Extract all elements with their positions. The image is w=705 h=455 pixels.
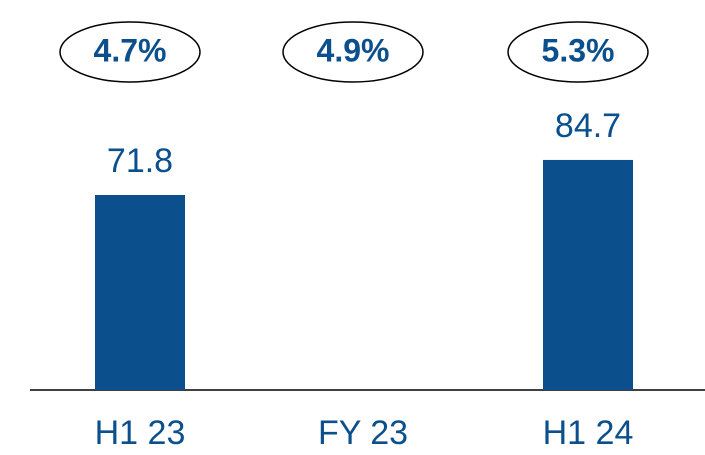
x-tick-label: H1 23 bbox=[95, 414, 186, 452]
value-label: 84.7 bbox=[555, 107, 621, 145]
bar bbox=[543, 159, 633, 390]
annotation-ellipse bbox=[59, 21, 201, 83]
bar bbox=[95, 194, 185, 390]
annotation-ellipse bbox=[507, 21, 649, 83]
x-tick-label: H1 24 bbox=[543, 414, 634, 452]
annotation-ellipse bbox=[282, 21, 424, 83]
annotation: 4.7% bbox=[94, 32, 167, 68]
annotation: 4.9% bbox=[317, 32, 390, 68]
x-tick-label: FY 23 bbox=[318, 414, 408, 452]
value-label: 71.8 bbox=[107, 142, 173, 180]
annotation: 5.3% bbox=[542, 32, 615, 68]
